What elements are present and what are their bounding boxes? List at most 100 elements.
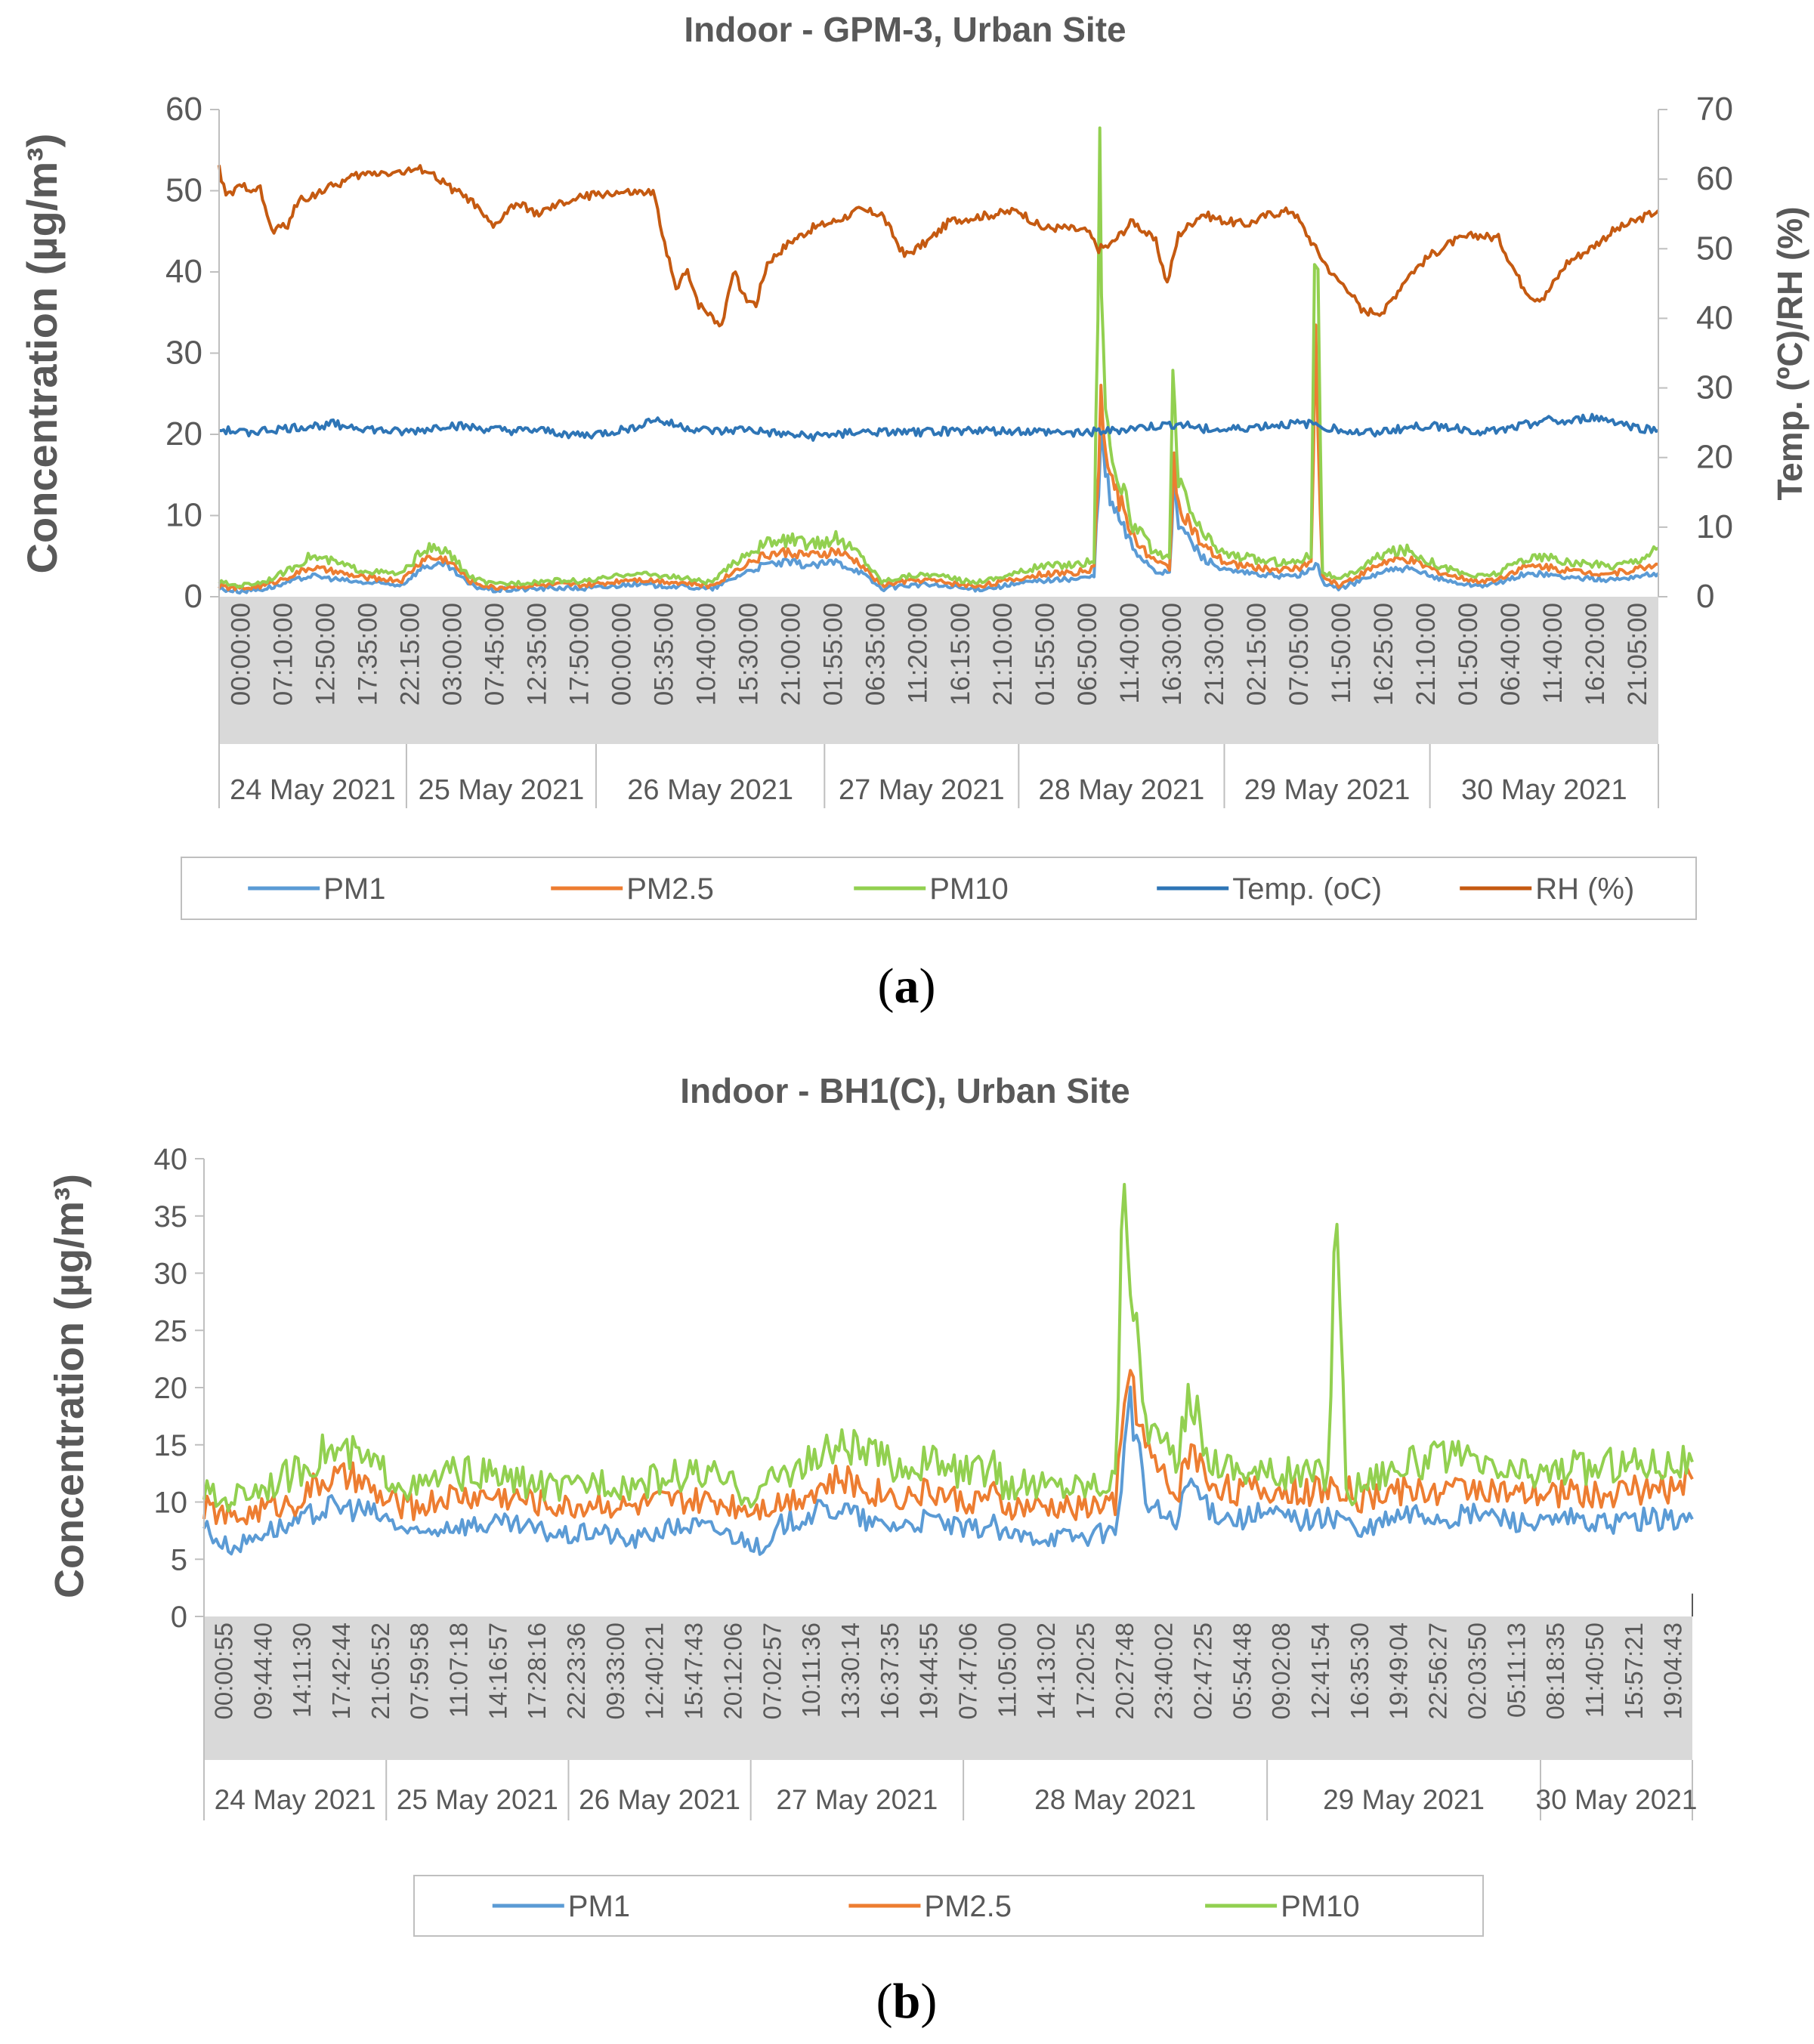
chart-panel-b: Indoor - BH1(C), Urban Site Concentratio… xyxy=(47,1071,1698,1937)
chart-title: Indoor - BH1(C), Urban Site xyxy=(680,1071,1130,1110)
x-tick-label: 21:10:00 xyxy=(1411,603,1441,706)
x-tick-label: 11:20:00 xyxy=(904,603,933,704)
y-tick-label: 10 xyxy=(165,497,202,534)
series-line-temp-oc xyxy=(218,412,1659,442)
x-tick-label: 14:16:57 xyxy=(484,1623,511,1719)
series-line-pm1 xyxy=(202,1385,1694,1556)
x-tick-label: 22:15:00 xyxy=(395,603,425,706)
x-tick-label: 23:40:02 xyxy=(1150,1623,1178,1719)
x-tick-label: 16:35:30 xyxy=(1346,1623,1374,1719)
x-tick-label: 07:59:58 xyxy=(406,1623,434,1719)
x-tick-label: 09:33:00 xyxy=(601,1623,629,1719)
y-tick-label: 60 xyxy=(165,91,202,128)
day-group-label: 26 May 2021 xyxy=(579,1784,740,1815)
x-tick-label: 07:02:57 xyxy=(758,1623,786,1719)
x-tick-label: 09:44:40 xyxy=(249,1623,277,1719)
y-tick-label: 15 xyxy=(154,1429,188,1462)
x-tick-label: 03:00:00 xyxy=(437,603,467,706)
x-tick-label: 19:49:04 xyxy=(1385,1623,1413,1719)
x-tick-label: 07:05:00 xyxy=(1284,603,1314,706)
legend-label-pm2-5: PM2.5 xyxy=(924,1890,1012,1923)
x-tick-label: 11:07:18 xyxy=(445,1623,473,1718)
legend-label-pm2-5: PM2.5 xyxy=(626,872,714,906)
x-tick-label: 16:25:00 xyxy=(1369,603,1398,706)
x-tick-label: 01:55:00 xyxy=(1031,603,1060,706)
day-group-label: 30 May 2021 xyxy=(1536,1784,1698,1815)
x-tick-label: 22:56:27 xyxy=(1424,1623,1452,1719)
x-tick-label: 11:40:00 xyxy=(1538,603,1568,704)
x-tick-label: 16:30:00 xyxy=(1157,603,1187,706)
x-tick-label: 17:42:44 xyxy=(327,1623,355,1719)
y-tick-label: 20 xyxy=(154,1372,188,1405)
legend-box xyxy=(413,1875,1484,1937)
x-tick-label: 07:10:00 xyxy=(268,603,298,706)
x-tick-label: 00:00:00 xyxy=(226,603,255,706)
legend-label-pm1: PM1 xyxy=(323,872,385,906)
y-tick-label: 0 xyxy=(184,578,202,615)
plot-area xyxy=(202,1183,1694,1556)
day-group-label: 25 May 2021 xyxy=(419,774,585,806)
x-tick-label: 02:47:25 xyxy=(1189,1623,1217,1719)
day-group-label: 26 May 2021 xyxy=(627,774,793,806)
y-tick-label: 30 xyxy=(165,335,202,372)
y-tick-label: 5 xyxy=(171,1543,187,1576)
x-axis: 24 May 2021 25 May 2021 26 May 2021 27 May … xyxy=(218,597,1659,808)
legend-label-temp-oc: Temp. (oC) xyxy=(1232,872,1382,906)
x-tick-label: 09:02:08 xyxy=(1267,1623,1295,1719)
y-tick-label: 40 xyxy=(154,1143,188,1176)
legend-label-pm10: PM10 xyxy=(1281,1890,1360,1923)
x-tick-label: 21:30:00 xyxy=(1200,603,1229,706)
x-tick-label: 16:15:00 xyxy=(946,603,975,706)
legend-label-rh: RH (%) xyxy=(1535,872,1634,906)
x-tick-label: 12:40:21 xyxy=(641,1623,669,1719)
y2-tick-label: 20 xyxy=(1696,439,1733,476)
y2-tick-label: 0 xyxy=(1696,578,1714,615)
y-axis-label: Concentration (µg/m³) xyxy=(47,1174,92,1598)
day-group-label: 25 May 2021 xyxy=(397,1784,558,1815)
x-tick-label: 16:20:00 xyxy=(1581,603,1610,706)
chart-panel-a: Indoor - GPM-3, Urban Site Concentration… xyxy=(18,10,1809,920)
x-tick-label: 01:55:00 xyxy=(819,603,848,706)
series-line-rh xyxy=(218,164,1660,328)
x-tick-label: 21:10:00 xyxy=(988,603,1018,706)
y-tick-label: 50 xyxy=(165,172,202,209)
y-tick-label: 40 xyxy=(165,253,202,290)
legend-label-pm1: PM1 xyxy=(568,1890,630,1923)
day-group-label: 27 May 2021 xyxy=(776,1784,938,1815)
legend: PM1 PM2.5 PM10 xyxy=(413,1875,1484,1937)
x-tick-label: 12:41:54 xyxy=(1306,1623,1334,1719)
day-group-label: 29 May 2021 xyxy=(1323,1784,1485,1815)
x-tick-label: 00:00:55 xyxy=(209,1623,237,1719)
day-group-label: 24 May 2021 xyxy=(215,1784,376,1815)
y-axis: 0 10 20 30 40 50 60 xyxy=(165,91,220,615)
x-tick-label: 06:35:00 xyxy=(861,603,891,706)
x-tick-label: 11:40:00 xyxy=(1115,603,1145,704)
x-tick-label: 11:50:00 xyxy=(1327,603,1356,704)
day-group-label: 30 May 2021 xyxy=(1461,774,1627,806)
x-tick-label: 21:05:52 xyxy=(366,1623,394,1719)
y-tick-label: 25 xyxy=(154,1314,188,1348)
y2-tick-label: 60 xyxy=(1696,160,1733,197)
x-tick-label: 00:00:00 xyxy=(607,603,637,706)
y-axis-label: Concentration (µg/m³) xyxy=(18,134,66,574)
panel-label-b: (b) xyxy=(876,1974,938,2029)
day-group-label: 29 May 2021 xyxy=(1244,774,1411,806)
chart-title: Indoor - GPM-3, Urban Site xyxy=(684,10,1126,49)
x-tick-label: 05:35:00 xyxy=(650,603,679,706)
y-tick-label: 10 xyxy=(154,1487,188,1520)
x-tick-label: 19:04:43 xyxy=(1659,1623,1687,1719)
x-axis-band xyxy=(219,597,1658,744)
x-tick-label: 22:23:36 xyxy=(562,1623,590,1719)
y2-tick-label: 40 xyxy=(1696,299,1733,336)
y-tick-label: 30 xyxy=(154,1258,188,1291)
y2-axis: 0 10 20 30 40 50 60 70 xyxy=(1658,91,1733,615)
x-tick-label: 08:18:35 xyxy=(1541,1623,1569,1719)
x-tick-label: 12:50:00 xyxy=(311,603,340,706)
x-tick-label: 10:40:00 xyxy=(692,603,722,706)
x-tick-label: 01:50:00 xyxy=(1454,603,1483,706)
x-axis: 24 May 2021 25 May 2021 26 May 2021 27 May … xyxy=(203,1616,1698,1820)
day-group-label: 24 May 2021 xyxy=(230,774,396,806)
x-tick-label: 06:50:00 xyxy=(1073,603,1102,706)
panel-label-a: (a) xyxy=(877,959,936,1014)
